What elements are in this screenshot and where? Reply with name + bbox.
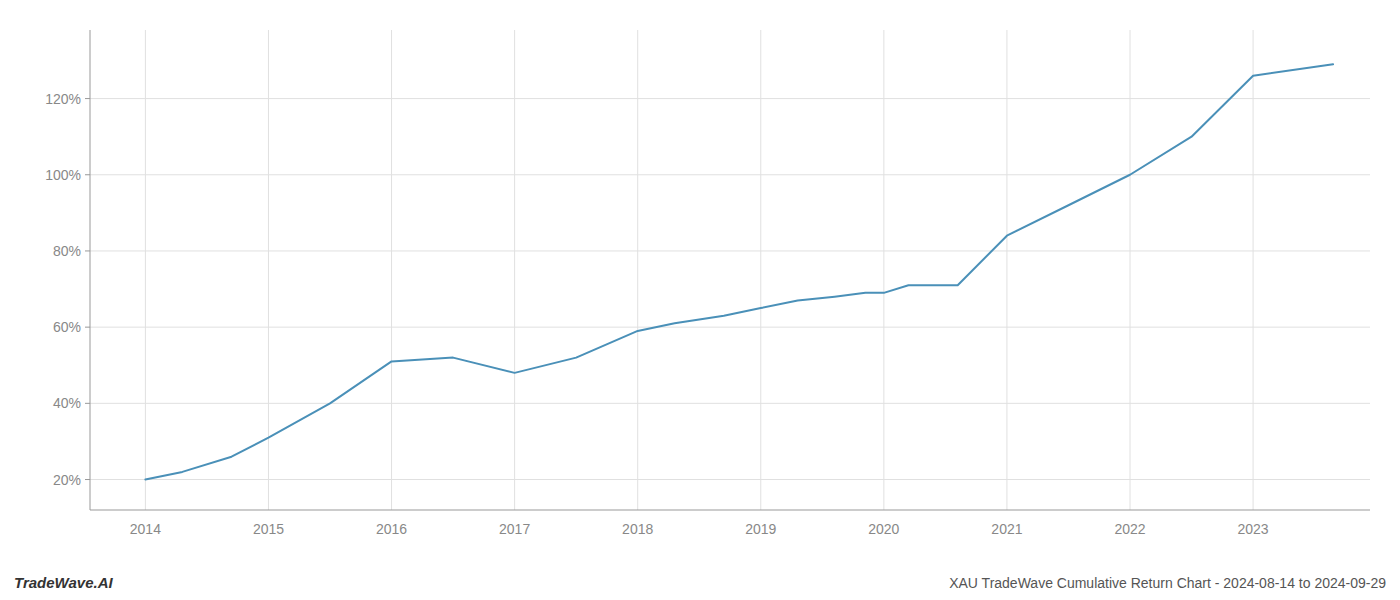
x-grid-line — [637, 30, 638, 510]
data-line — [145, 64, 1333, 479]
x-tick-label: 2023 — [1237, 521, 1268, 537]
x-tick-label: 2015 — [253, 521, 284, 537]
watermark: TradeWave.AI — [14, 574, 113, 591]
x-grid-line — [883, 30, 884, 510]
y-tick-mark — [85, 174, 90, 175]
y-grid-line — [90, 174, 1370, 175]
x-grid-line — [760, 30, 761, 510]
y-tick-mark — [85, 403, 90, 404]
x-tick-label: 2017 — [499, 521, 530, 537]
plot-area — [145, 64, 1333, 479]
x-grid-line — [1130, 30, 1131, 510]
grid — [90, 30, 1370, 510]
y-tick-label: 80% — [53, 243, 81, 259]
x-tick-label: 2021 — [991, 521, 1022, 537]
y-grid-line — [90, 479, 1370, 480]
y-tick-mark — [85, 250, 90, 251]
chart-container: 2014 2015 2016 2017 2018 2019 2020 2021 2022 2023… — [0, 0, 1400, 600]
y-axis-line — [90, 30, 91, 510]
y-tick-label: 120% — [45, 91, 81, 107]
x-tick-label: 2014 — [130, 521, 161, 537]
y-grid-line — [90, 327, 1370, 328]
y-tick-label: 100% — [45, 167, 81, 183]
y-grid-line — [90, 98, 1370, 99]
y-tick-mark — [85, 327, 90, 328]
x-tick-label: 2022 — [1114, 521, 1145, 537]
y-tick-label: 40% — [53, 395, 81, 411]
y-tick-mark — [85, 479, 90, 480]
x-tick-label: 2020 — [868, 521, 899, 537]
y-grid-line — [90, 250, 1370, 251]
background — [0, 0, 1400, 600]
x-grid-line — [1253, 30, 1254, 510]
chart-title: XAU TradeWave Cumulative Return Chart - … — [949, 575, 1386, 591]
x-grid-line — [391, 30, 392, 510]
y-grid-line — [90, 403, 1370, 404]
x-tick-label: 2016 — [376, 521, 407, 537]
x-grid-line — [145, 30, 146, 510]
y-tick-label: 20% — [53, 472, 81, 488]
axes: 2014 2015 2016 2017 2018 2019 2020 2021 2022 2023… — [45, 30, 1370, 537]
x-tick-label: 2018 — [622, 521, 653, 537]
x-tick-label: 2019 — [745, 521, 776, 537]
x-axis-line — [90, 510, 1370, 511]
x-grid-line — [514, 30, 515, 510]
x-grid-line — [1006, 30, 1007, 510]
y-tick-label: 60% — [53, 319, 81, 335]
chart-svg: 2014 2015 2016 2017 2018 2019 2020 2021 2022 2023… — [0, 0, 1400, 600]
y-tick-mark — [85, 98, 90, 99]
